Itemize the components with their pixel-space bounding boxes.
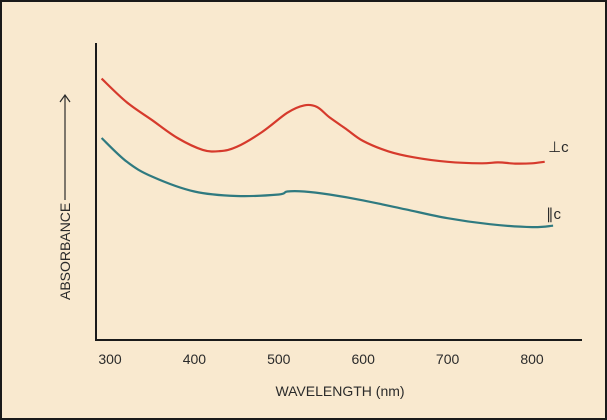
x-tick-label-400: 400 bbox=[183, 351, 207, 367]
x-tick-label-800: 800 bbox=[520, 351, 544, 367]
y-axis-title: ABSORBANCE bbox=[57, 203, 73, 300]
series-layer bbox=[100, 77, 554, 229]
y-axis-arrow-head bbox=[59, 93, 71, 103]
series-label-parallel-c: ∥c bbox=[546, 206, 562, 223]
x-axis-title: WAVELENGTH (nm) bbox=[275, 383, 404, 399]
series-line-parallel-c bbox=[100, 137, 554, 229]
x-tick-label-700: 700 bbox=[436, 351, 460, 367]
x-tick-label-500: 500 bbox=[267, 351, 291, 367]
x-tick-label-300: 300 bbox=[98, 351, 122, 367]
series-line-perpendicular-c bbox=[100, 77, 545, 165]
series-label-perpendicular-c: ⊥c bbox=[548, 139, 569, 156]
series-labels: ⊥c ∥c bbox=[546, 139, 569, 223]
x-tick-label-600: 600 bbox=[352, 351, 376, 367]
x-tick-labels: 300 400 500 600 700 800 bbox=[98, 351, 544, 367]
